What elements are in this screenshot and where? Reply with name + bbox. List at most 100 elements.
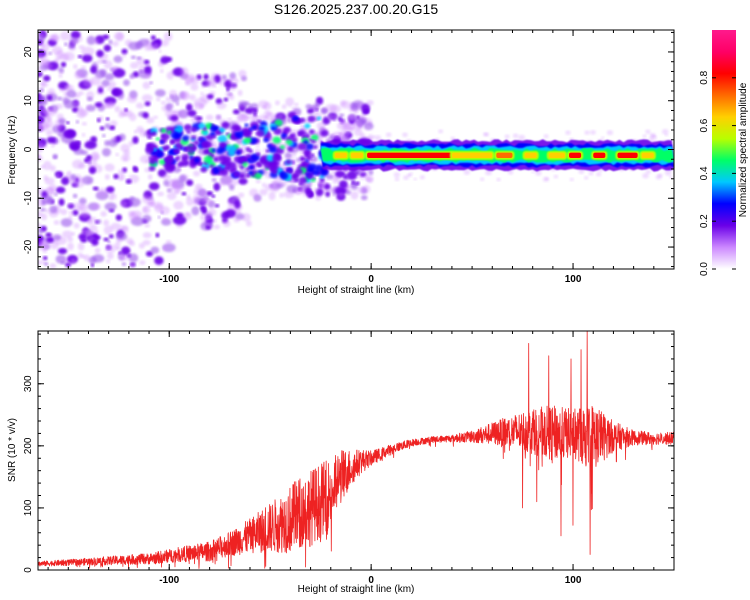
spectrogram-noise-blob [165,96,172,102]
spectrogram-noise-blob [97,219,102,224]
spectrogram-noise-blob [79,210,91,218]
spectrogram-noise-blob [272,136,282,144]
spectrogram-noise-blob [77,54,83,59]
spectrogram-noise-blob [170,139,176,144]
spectrogram-noise-blob [53,234,62,241]
spectrogram-noise-blob [360,195,368,201]
spectrogram-noise-blob [202,198,212,206]
spectrogram-noise-blob [45,232,52,238]
spectrogram-noise-blob [158,49,162,53]
spectrogram-noise-blob [81,54,93,63]
spectrogram-noise-blob [310,134,319,141]
spectrogram-noise-blob [73,101,80,107]
spectrogram-noise-blob [103,44,112,52]
spectrogram-noise-blob [298,176,308,184]
spectrogram-noise-blob [253,111,257,117]
snr-ytick-label: 200 [23,437,34,454]
spectrogram-noise-blob [374,135,382,141]
spectrogram-noise-blob [145,250,154,257]
spectrogram-noise-blob [86,105,91,110]
spectrogram-noise-blob [334,170,346,178]
spectrogram-xtick-label: 0 [368,274,374,285]
spectrogram-noise-blob [228,184,235,191]
spectrogram-noise-blob [81,65,86,70]
spectrogram-noise-blob [186,129,191,134]
spectrogram-noise-blob [306,174,313,179]
spectrogram-noise-blob [115,214,123,221]
spectrogram-noise-blob [542,176,550,182]
spectrogram-noise-blob [193,115,199,120]
spectrogram-noise-blob [39,239,47,249]
spectrogram-noise-blob [175,102,180,106]
spectrogram-noise-blob [255,179,261,184]
spectrogram-noise-blob [565,130,571,135]
spectrogram-noise-blob [313,188,319,192]
spectrogram-noise-blob [190,127,197,133]
spectrogram-noise-blob [78,45,85,50]
spectrogram-noise-blob [205,114,214,121]
spectrogram-noise-blob [103,225,113,235]
spectrogram-noise-blob [111,40,119,47]
spectrogram-noise-blob [108,234,114,239]
spectrogram-noise-blob [96,49,104,58]
spectrogram-ridge-core [496,152,513,159]
spectrogram-noise-blob [142,239,151,246]
spectrogram-noise-blob [43,107,58,117]
spectrogram-noise-blob [245,220,252,227]
spectrogram-noise-blob [155,150,164,158]
spectrogram-noise-blobs [38,30,673,269]
spectrogram-noise-blob [206,93,214,100]
spectrogram-noise-blob [553,174,559,179]
spectrogram-noise-blob [239,156,247,163]
spectrogram-noise-blob [463,169,471,175]
snr-xtick-label: 0 [368,575,374,586]
spectrogram-noise-blob [257,119,261,123]
spectrogram-noise-blob [346,131,351,135]
spectrogram-noise-blob [43,75,51,82]
spectrogram-noise-blob [81,122,87,126]
spectrogram-noise-blob [41,213,48,221]
spectrogram-noise-blob [39,95,47,101]
spectrogram-noise-blob [212,219,217,223]
spectrogram-noise-blob [86,154,92,161]
spectrogram-noise-blob [139,69,144,73]
spectrogram-noise-blob [283,127,291,133]
spectrogram-noise-blob [584,130,590,135]
spectrogram-noise-blob [504,134,510,139]
spectrogram-noise-blob [146,63,150,67]
spectrogram-noise-blob [351,180,356,185]
spectrogram-noise-blob [39,87,44,93]
spectrogram-noise-blob [173,148,180,155]
spectrogram-noise-blob [185,103,193,112]
spectrogram-noise-blob [108,195,113,201]
spectrogram-noise-blob [329,104,341,114]
spectrogram-noise-blob [160,100,166,105]
spectrogram-noise-blob [113,55,123,63]
spectrogram-noise-blob [40,58,50,66]
spectrogram-noise-blob [105,117,110,121]
spectrogram-ytick-label: -20 [23,239,34,254]
spectrogram-noise-blob [223,174,232,181]
spectrogram-noise-blob [346,170,358,181]
spectrogram-noise-blob [291,152,297,157]
spectrogram-noise-blob [284,152,292,160]
spectrogram-noise-blob [104,174,110,180]
spectrogram-noise-blob [243,131,250,137]
spectrogram-noise-blob [264,115,269,119]
spectrogram-noise-blob [81,133,86,137]
spectrogram-noise-blob [596,172,602,177]
spectrogram-noise-blob [228,77,239,85]
spectrogram-noise-blob [219,182,226,187]
snr-frame [37,330,675,571]
spectrogram-noise-blob [157,215,161,219]
spectrogram-noise-blob [357,186,367,194]
spectrogram-noise-blob [60,31,70,41]
spectrogram-noise-blob [121,262,127,266]
spectrogram-noise-blob [107,87,111,92]
spectrogram-noise-blob [334,186,347,195]
spectrogram-noise-blob [49,205,58,214]
spectrogram-noise-blob [90,136,98,143]
spectrogram-noise-blob [42,43,50,52]
spectrogram-noise-blob [101,147,111,157]
